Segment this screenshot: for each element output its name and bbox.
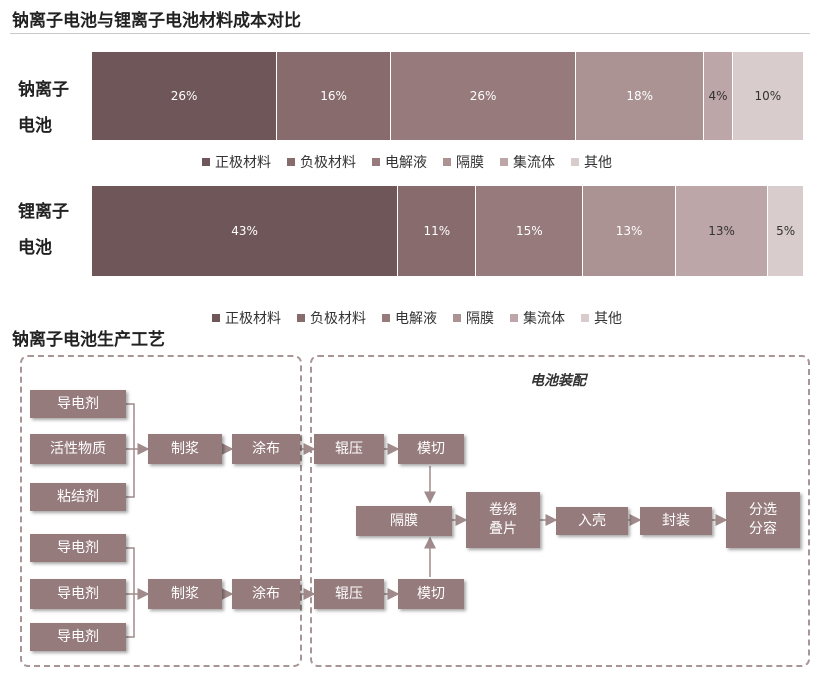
legend-label: 集流体 [513, 155, 555, 171]
legend-item: 其他 [571, 152, 612, 172]
process-box-winding-stacking: 卷绕 叠片 [466, 492, 540, 548]
process-box-slurry-upper: 制浆 [148, 434, 222, 464]
process-box-conductive-agent-3: 导电剂 [30, 579, 126, 609]
legend-item: 隔膜 [443, 152, 484, 172]
stacked-bar-lithium: 43% 11% 15% 13% 13% 5% [92, 186, 804, 276]
process-box-sorting-grading: 分选 分容 [726, 492, 800, 548]
legend-item: 其他 [581, 308, 622, 328]
connector-lower-bracket [126, 547, 135, 638]
legend-swatch [443, 158, 451, 166]
legend-swatch [571, 158, 579, 166]
legend-swatch [287, 158, 295, 166]
bar-segment-sodium-6: 10% [732, 52, 804, 140]
bar-segment-lithium-5: 13% [675, 186, 769, 276]
legend-label: 隔膜 [466, 311, 494, 327]
data-label: 4% [708, 89, 728, 103]
legend-swatch [453, 314, 461, 322]
legend-item: 电解液 [382, 308, 437, 328]
process-box-coating-upper: 涂布 [232, 434, 300, 464]
data-label: 5% [776, 224, 796, 238]
data-label: 13% [615, 224, 643, 238]
bar-segment-sodium-1: 26% [92, 52, 278, 140]
bar-segment-sodium-2: 16% [277, 52, 392, 140]
legend-label: 正极材料 [215, 155, 271, 171]
legend-label: 电解液 [385, 155, 427, 171]
legend-item: 正极材料 [202, 152, 271, 172]
process-box-separator: 隔膜 [356, 506, 452, 536]
legend-lithium: 正极材料 负极材料 电解液 隔膜 集流体 其他 [212, 308, 638, 328]
bar-label-sodium: 钠离子电池 [18, 72, 82, 144]
legend-label: 负极材料 [300, 155, 356, 171]
data-label: 16% [320, 89, 347, 103]
legend-label: 集流体 [523, 311, 565, 327]
legend-item: 负极材料 [297, 308, 366, 328]
data-label: 11% [423, 224, 451, 238]
process-box-rolling-lower: 辊压 [314, 579, 384, 609]
bar-segment-lithium-4: 13% [583, 186, 676, 276]
legend-item: 隔膜 [453, 308, 494, 328]
connector-upper-bracket [126, 403, 135, 498]
legend-label: 电解液 [395, 311, 437, 327]
process-box-conductive-agent-2: 导电剂 [30, 534, 126, 562]
bar-segment-sodium-3: 26% [391, 52, 577, 140]
bar-label-sodium-text: 钠离子电池 [18, 80, 69, 136]
process-box-die-cut-upper: 模切 [398, 434, 464, 464]
bar-segment-lithium-6: 5% [768, 186, 804, 276]
legend-label: 其他 [594, 311, 622, 327]
legend-item: 集流体 [500, 152, 555, 172]
process-box-sealing: 封装 [640, 507, 712, 535]
process-box-rolling-upper: 辊压 [314, 434, 384, 464]
process-box-slurry-lower: 制浆 [148, 579, 222, 609]
legend-item: 正极材料 [212, 308, 281, 328]
electrode-prep-frame [20, 355, 302, 667]
process-box-conductive-agent-4: 导电剂 [30, 623, 126, 651]
legend-item: 负极材料 [287, 152, 356, 172]
assembly-title: 电池装配 [530, 373, 586, 389]
legend-label: 正极材料 [225, 311, 281, 327]
legend-swatch [500, 158, 508, 166]
legend-swatch [382, 314, 390, 322]
bar-label-lithium-text: 锂离子电池 [18, 202, 69, 258]
process-box-active-material: 活性物质 [30, 434, 126, 464]
legend-swatch [510, 314, 518, 322]
legend-label: 隔膜 [456, 155, 484, 171]
process-box-conductive-agent: 导电剂 [30, 390, 126, 418]
bar-segment-sodium-4: 18% [576, 52, 705, 140]
process-box-die-cut-lower: 模切 [398, 579, 464, 609]
stacked-bar-sodium: 26% 16% 26% 18% 4% 10% [92, 52, 804, 140]
legend-item: 集流体 [510, 308, 565, 328]
legend-sodium: 正极材料 负极材料 电解液 隔膜 集流体 其他 [202, 152, 628, 172]
legend-item: 电解液 [372, 152, 427, 172]
bar-segment-lithium-2: 11% [398, 186, 477, 276]
data-label: 13% [708, 224, 735, 238]
process-box-coating-lower: 涂布 [232, 579, 300, 609]
legend-swatch [202, 158, 210, 166]
data-label: 26% [170, 89, 198, 103]
data-label: 10% [754, 89, 782, 103]
legend-swatch [372, 158, 380, 166]
data-label: 43% [231, 224, 258, 238]
bar-segment-lithium-3: 15% [476, 186, 584, 276]
legend-label: 其他 [584, 155, 612, 171]
legend-swatch [297, 314, 305, 322]
bar-segment-lithium-1: 43% [92, 186, 399, 276]
assembly-frame [310, 355, 810, 667]
process-title: 钠离子电池生产工艺 [12, 330, 165, 350]
process-box-casing: 入壳 [556, 507, 628, 535]
data-label: 26% [469, 89, 497, 103]
page-title: 钠离子电池与锂离子电池材料成本对比 [12, 11, 301, 31]
data-label: 18% [626, 89, 654, 103]
legend-swatch [212, 314, 220, 322]
bar-label-lithium: 锂离子电池 [18, 194, 82, 266]
legend-label: 负极材料 [310, 311, 366, 327]
data-label: 15% [516, 224, 543, 238]
title-divider [10, 33, 810, 34]
process-box-binder: 粘结剂 [30, 483, 126, 511]
legend-swatch [581, 314, 589, 322]
bar-segment-sodium-5: 4% [704, 52, 733, 140]
